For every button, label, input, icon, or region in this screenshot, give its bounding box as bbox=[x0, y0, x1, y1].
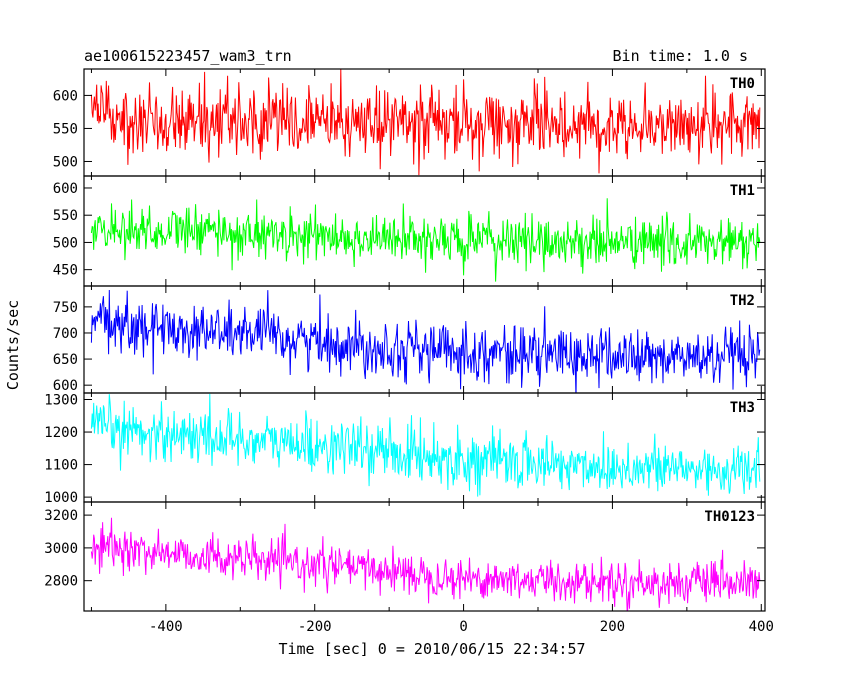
panel-frame bbox=[83, 501, 766, 612]
y-tick-label: 1200 bbox=[44, 425, 78, 441]
y-tick-label: 600 bbox=[53, 88, 78, 104]
panel-label: TH0123 bbox=[704, 509, 755, 525]
x-axis: -400 -200 0 200 400 bbox=[149, 619, 774, 635]
y-tick-label: 550 bbox=[53, 208, 78, 224]
x-tick-label: 400 bbox=[749, 619, 774, 635]
x-axis-label: Time [sec] 0 = 2010/06/15 22:34:57 bbox=[278, 640, 585, 658]
series-line-th2 bbox=[90, 289, 761, 393]
series-line-th0 bbox=[90, 69, 761, 176]
y-tick-label: 550 bbox=[53, 121, 78, 137]
y-tick-label: 1300 bbox=[44, 393, 78, 409]
panel-label: TH2 bbox=[730, 293, 755, 309]
panel-th3: 1000 1100 1200 1300 TH3 bbox=[44, 392, 766, 506]
y-tick-label: 600 bbox=[53, 181, 78, 197]
panel-label: TH3 bbox=[730, 400, 755, 416]
y-tick-label: 500 bbox=[53, 235, 78, 251]
series-line-th1 bbox=[90, 198, 761, 282]
y-tick-label: 500 bbox=[53, 154, 78, 170]
y-tick-label: 700 bbox=[53, 326, 78, 342]
y-axis-label: Counts/sec bbox=[4, 300, 22, 390]
y-tick-label: 1100 bbox=[44, 458, 78, 474]
y-tick-label: 600 bbox=[53, 378, 78, 394]
panel-th2: 600 650 700 750 TH2 bbox=[53, 285, 766, 394]
y-tick-label: 750 bbox=[53, 300, 78, 316]
panel-th1: 450 500 550 600 TH1 bbox=[53, 175, 766, 287]
panel-label: TH0 bbox=[730, 76, 755, 92]
panel-label: TH1 bbox=[730, 183, 755, 199]
y-tick-label: 650 bbox=[53, 352, 78, 368]
y-tick-label: 450 bbox=[53, 263, 78, 279]
x-tick-label: 200 bbox=[600, 619, 625, 635]
x-tick-label: -400 bbox=[149, 619, 183, 635]
bin-time-label: Bin time: 1.0 s bbox=[613, 47, 748, 65]
panel-th0: 500 550 600 TH0 bbox=[53, 68, 766, 177]
y-tick-label: 3200 bbox=[44, 508, 78, 524]
panels: 500 550 600 TH0 450 500 550 600 TH1 600 650 700 750 T… bbox=[44, 68, 766, 612]
x-tick-label: 0 bbox=[459, 619, 467, 635]
panel-th0123: 2800 3000 3200 TH0123 bbox=[44, 501, 766, 612]
series-line-th0123 bbox=[90, 517, 761, 611]
chart-title: ae100615223457_wam3_trn bbox=[84, 47, 292, 65]
series-line-th3 bbox=[90, 393, 761, 497]
x-tick-label: -200 bbox=[298, 619, 332, 635]
y-tick-label: 3000 bbox=[44, 541, 78, 557]
y-tick-label: 2800 bbox=[44, 574, 78, 590]
y-tick-label: 1000 bbox=[44, 490, 78, 506]
